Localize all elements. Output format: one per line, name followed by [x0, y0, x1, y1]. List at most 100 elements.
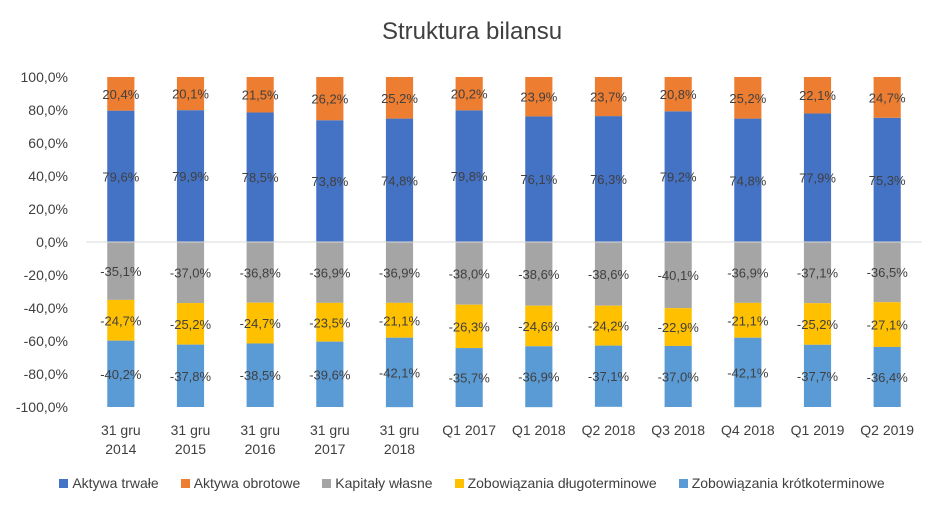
data-label: -42,1%: [727, 365, 769, 380]
y-tick-label: 80,0%: [28, 102, 68, 118]
bar-segment: [246, 112, 274, 242]
legend-label: Zobowiązania długoterminowe: [467, 475, 657, 491]
y-tick-label: 20,0%: [28, 201, 68, 217]
data-label: -24,6%: [518, 319, 560, 334]
data-label: 73,8%: [311, 174, 348, 189]
bar-segment: [246, 242, 274, 303]
data-label: 77,9%: [799, 171, 836, 186]
bar-segment: [594, 345, 623, 407]
bar-segment: [455, 304, 483, 349]
bar-segment: [385, 337, 414, 408]
data-label: 20,8%: [660, 87, 697, 102]
bar-segment: [664, 308, 692, 346]
data-label: 25,2%: [381, 91, 418, 106]
data-label: -25,2%: [797, 317, 839, 332]
bar-segment: [734, 302, 762, 338]
x-tick-label: Q3 2018: [651, 422, 705, 438]
data-label: 79,2%: [660, 170, 697, 185]
bar-segment: [594, 242, 623, 306]
legend-swatch: [454, 478, 464, 488]
data-label: -36,9%: [727, 265, 769, 280]
data-label: -37,8%: [170, 369, 212, 384]
data-label: 79,9%: [172, 169, 209, 184]
bar-segment: [873, 302, 901, 347]
bar-segment: [525, 116, 553, 242]
data-label: -38,6%: [588, 267, 630, 282]
x-tick-label: 31 gru 2014: [101, 422, 141, 457]
bar-segment: [455, 110, 483, 242]
bar-segment: [385, 77, 414, 119]
data-label: -37,0%: [658, 369, 700, 384]
x-tick-label: Q2 2019: [860, 422, 914, 438]
bar-segment: [246, 302, 274, 344]
data-label: -21,1%: [379, 313, 421, 328]
data-label: 23,9%: [520, 90, 557, 105]
data-label: -42,1%: [379, 365, 421, 380]
data-label: 76,1%: [520, 172, 557, 187]
legend-swatch: [180, 478, 190, 488]
data-label: -39,6%: [309, 367, 351, 382]
x-tick-label: 31 gru 2016: [240, 422, 280, 457]
chart-plot: 100,0% 80,0% 60,0% 40,0% 20,0% 0,0% -20,0% -40,…: [16, 69, 922, 457]
bar-segment: [385, 118, 414, 242]
data-label: 20,2%: [451, 87, 488, 102]
data-label: -36,5%: [867, 265, 909, 280]
legend-item: Aktywa obrotowe: [180, 475, 300, 491]
legend-item: Aktywa trwałe: [59, 475, 159, 491]
bar-segment: [873, 346, 901, 407]
bar-segment: [734, 242, 762, 303]
data-label: -24,7%: [100, 313, 142, 328]
bar-segment: [594, 305, 623, 346]
bar-segment: [803, 77, 832, 114]
bar-segment: [107, 299, 135, 341]
x-tick-label: Q4 2018: [721, 422, 775, 438]
bar-segment: [316, 77, 344, 121]
bar-segment: [316, 341, 344, 407]
data-label: -25,2%: [170, 317, 212, 332]
data-label: -38,6%: [518, 267, 560, 282]
data-label: -38,0%: [449, 266, 491, 281]
y-tick-label: 60,0%: [28, 135, 68, 151]
data-label: -36,9%: [518, 370, 560, 385]
bar-segment: [594, 116, 623, 242]
data-label: -36,9%: [379, 265, 421, 280]
bar-segment: [525, 305, 553, 347]
legend-swatch: [678, 478, 688, 488]
bar-segment: [803, 344, 832, 407]
data-label: -37,0%: [170, 266, 212, 281]
data-label: 78,5%: [242, 170, 279, 185]
legend-swatch: [59, 478, 69, 488]
y-tick-label: -40,0%: [24, 300, 68, 316]
data-label: 74,8%: [729, 173, 766, 188]
data-label: 25,2%: [729, 91, 766, 106]
bar-segment: [176, 242, 205, 304]
bar-segment: [734, 77, 762, 119]
data-label: -36,9%: [309, 265, 351, 280]
data-label: -36,4%: [867, 370, 909, 385]
legend-label: Aktywa trwałe: [72, 475, 159, 491]
data-label: 21,5%: [242, 88, 279, 103]
y-tick-label: -60,0%: [24, 333, 68, 349]
bar-segment: [664, 345, 692, 407]
x-tick-label: Q1 2018: [512, 422, 566, 438]
data-label: -38,5%: [240, 368, 282, 383]
bar-segment: [316, 120, 344, 242]
y-tick-label: 40,0%: [28, 168, 68, 184]
legend-label: Zobowiązania krótkoterminowe: [691, 475, 885, 491]
data-label: 26,2%: [311, 92, 348, 107]
bar-segment: [107, 77, 135, 111]
data-label: -37,7%: [797, 369, 839, 384]
y-tick-label: -80,0%: [24, 366, 68, 382]
data-label: -26,3%: [449, 319, 491, 334]
x-tick-label: 31 gru 2018: [380, 422, 420, 457]
legend-item: Zobowiązania krótkoterminowe: [678, 475, 885, 491]
bar-segment: [594, 77, 623, 117]
legend-label: Kapitały własne: [335, 475, 433, 491]
bar-segment: [316, 302, 344, 342]
bar-segment: [734, 118, 762, 242]
bar-segment: [455, 348, 483, 407]
bar-segment: [385, 302, 414, 338]
bar-segment: [176, 303, 205, 345]
bar-segment: [734, 337, 762, 408]
data-label: 75,3%: [869, 173, 906, 188]
